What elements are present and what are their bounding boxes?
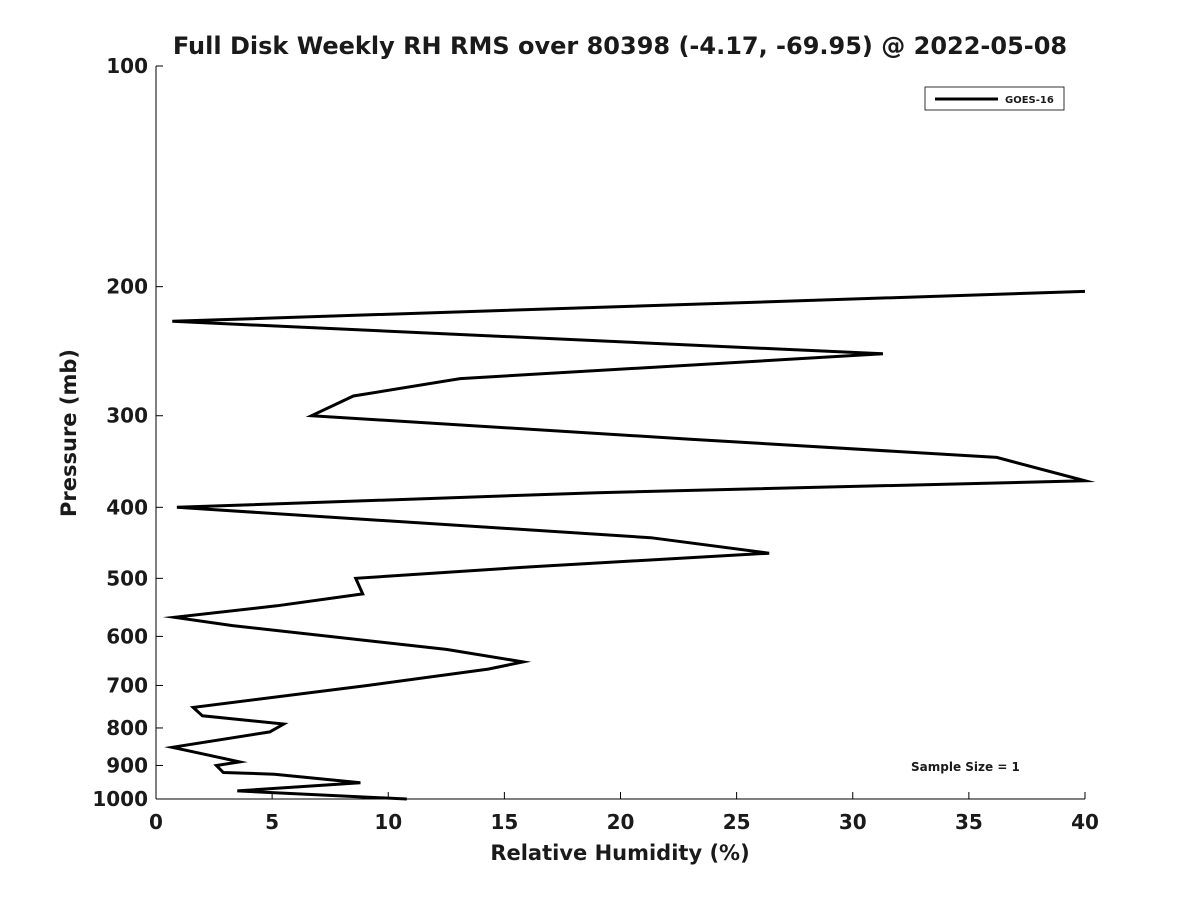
series-line-goes-16: [162, 289, 1096, 801]
x-tick-label: 35: [955, 810, 983, 834]
x-tick-label: 40: [1071, 810, 1099, 834]
y-ticks: 100 200 300 400 500 600 700 800 900 1000: [92, 54, 163, 811]
series-layer: [162, 289, 1096, 801]
x-axis-label: Relative Humidity (%): [490, 841, 749, 865]
y-tick-label: 900: [106, 753, 148, 777]
axes: [155, 66, 1085, 800]
x-ticks: 0 5 10 15 20 25 30 35 40: [149, 792, 1099, 834]
y-tick-label: 500: [106, 566, 148, 590]
y-tick-label: 400: [106, 495, 148, 519]
sample-size-annotation: Sample Size = 1: [911, 760, 1020, 774]
y-tick-label: 200: [106, 275, 148, 299]
y-tick-label: 100: [106, 54, 148, 78]
legend: GOES-16: [924, 86, 1065, 111]
x-tick-label: 15: [490, 810, 518, 834]
x-tick-label: 25: [723, 810, 751, 834]
x-tick-label: 5: [265, 810, 279, 834]
y-tick-label: 1000: [92, 787, 148, 811]
chart-title: Full Disk Weekly RH RMS over 80398 (-4.1…: [173, 32, 1067, 60]
y-tick-label: 800: [106, 716, 148, 740]
x-tick-label: 0: [149, 810, 163, 834]
y-axis-label: Pressure (mb): [57, 349, 81, 517]
y-tick-label: 700: [106, 673, 148, 697]
y-tick-label: 300: [106, 404, 148, 428]
x-tick-label: 20: [607, 810, 635, 834]
x-tick-label: 30: [839, 810, 867, 834]
legend-label-goes-16: GOES-16: [1005, 95, 1054, 106]
x-tick-label: 10: [374, 810, 402, 834]
y-tick-label: 600: [106, 624, 148, 648]
